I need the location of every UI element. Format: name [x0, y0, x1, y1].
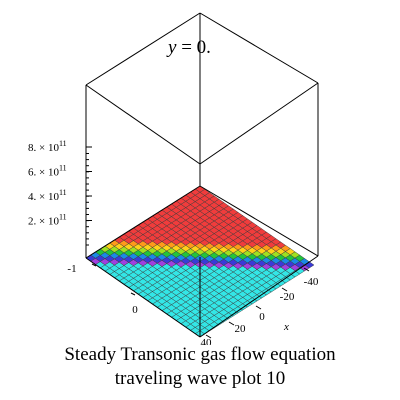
x-tick-label: 20 [235, 323, 247, 335]
plot-title-variable: y [166, 37, 177, 58]
x-tick-label: -20 [280, 291, 295, 303]
x-tick-label: 0 [259, 311, 265, 323]
z-tick-exponent: 11 [59, 139, 67, 148]
y-tick-label: -1 [67, 263, 76, 275]
x-tick-label: -40 [304, 276, 319, 288]
surface-mesh [85, 185, 315, 338]
z-tick-label: 2. × 1011 [28, 213, 67, 228]
caption-line-2: traveling wave plot 10 [114, 368, 286, 389]
z-tick-exponent: 11 [59, 164, 67, 173]
plot-title: y = 0. [166, 37, 211, 58]
z-tick-exponent: 11 [59, 213, 67, 222]
z-tick-label: 6. × 1011 [28, 164, 67, 179]
z-tick-label: 8. × 1011 [28, 139, 67, 154]
z-tick-exponent: 11 [59, 188, 67, 197]
plot-title-equation: = 0. [176, 37, 210, 58]
x-tick-label: 40 [201, 337, 213, 345]
caption-line-1: Steady Transonic gas flow equation [64, 344, 336, 365]
z-tick-label: 4. × 1011 [28, 188, 67, 203]
y-tick-label: 0 [132, 304, 138, 316]
x-axis-label: x [283, 321, 289, 333]
